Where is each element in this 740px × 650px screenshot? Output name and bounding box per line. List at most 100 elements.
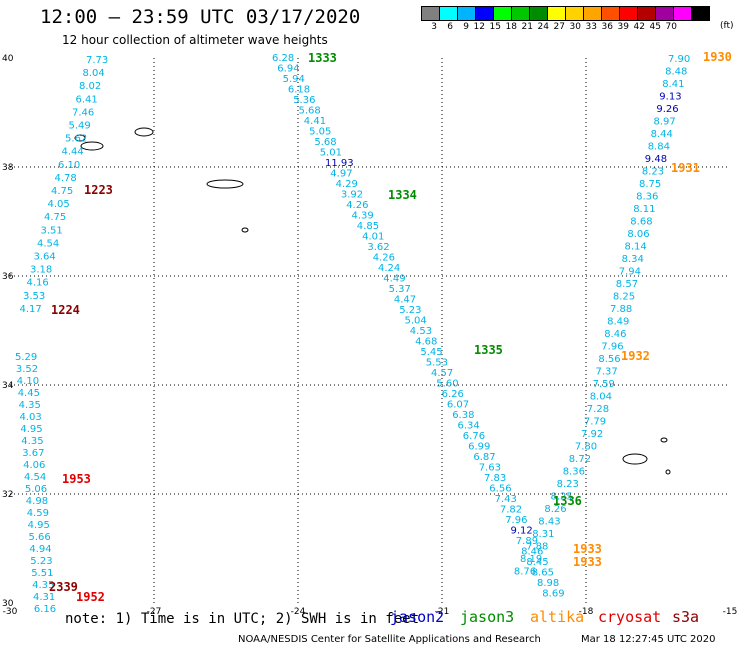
wave-height-value: 7.59: [593, 379, 615, 390]
legend-label: 12: [473, 22, 485, 32]
wave-height-value: 5.04: [405, 316, 427, 327]
wave-height-value: 3.62: [367, 242, 389, 253]
wave-height-value: 8.98: [537, 578, 559, 589]
wave-height-value: 8.23: [557, 479, 579, 490]
wave-height-value: 5.94: [283, 74, 305, 85]
wave-height-value: 9.12: [511, 526, 533, 537]
wave-height-value: 4.26: [346, 200, 368, 211]
track-pass-label: 1333: [308, 51, 337, 65]
track-pass-label: 1335: [474, 343, 503, 357]
page-subtitle: 12 hour collection of altimeter wave hei…: [62, 33, 328, 47]
wave-height-value: 8.11: [633, 204, 655, 215]
wave-height-value: 7.92: [581, 429, 603, 440]
track-pass-label: 1952: [76, 590, 105, 604]
wave-height-value: 8.31: [532, 529, 554, 540]
wave-height-value: 6.26: [442, 389, 464, 400]
wave-height-value: 4.54: [37, 238, 59, 249]
lat-tick-label: 34: [2, 381, 14, 391]
legend-label: 9: [463, 22, 469, 32]
wave-height-value: 9.13: [659, 92, 681, 103]
wave-height-value: 6.28: [272, 53, 294, 64]
wave-height-value: 6.07: [447, 400, 469, 411]
lon-tick-label: -18: [579, 607, 594, 617]
wave-height-value: 7.88: [526, 542, 548, 553]
legend-label: 39: [617, 22, 629, 32]
wave-height-value: 6.34: [458, 421, 480, 432]
wave-height-value: 4.95: [20, 424, 42, 435]
wave-height-value: 3.51: [41, 225, 63, 236]
wave-height-value: 6.10: [58, 160, 80, 171]
wave-height-value: 8.48: [665, 67, 687, 78]
wave-height-value: 3.53: [23, 291, 45, 302]
wave-height-value: 5.37: [389, 284, 411, 295]
wave-height-value: 7.88: [610, 304, 632, 315]
lon-tick-label: -21: [435, 607, 450, 617]
wave-height-value: 4.01: [362, 232, 384, 243]
wave-height-value: 6.18: [288, 85, 310, 96]
wave-height-value: 8.23: [642, 167, 664, 178]
wave-height-value: 7.79: [584, 417, 606, 428]
wave-height-value: 5.60: [436, 379, 458, 390]
wave-height-value: 6.99: [468, 442, 490, 453]
wave-height-value: 4.41: [304, 116, 326, 127]
wave-height-value: 4.45: [18, 388, 40, 399]
wave-height-value: 6.38: [452, 410, 474, 421]
wave-height-value: 5.29: [15, 352, 37, 363]
wave-height-value: 4.59: [27, 508, 49, 519]
wave-height-value: 3.92: [341, 190, 363, 201]
wave-height-value: 8.04: [590, 392, 612, 403]
wave-height-value: 8.46: [604, 329, 626, 340]
wave-height-value: 8.25: [551, 492, 573, 503]
footer-note: note: 1) Time is in UTC; 2) SWH is in fe…: [65, 611, 420, 627]
wave-height-value: 8.49: [607, 317, 629, 328]
island-outline: [206, 179, 244, 189]
wave-height-value: 8.44: [651, 129, 673, 140]
legend-label: 36: [601, 22, 613, 32]
lon-tick-label: -27: [147, 607, 162, 617]
island-outline: [74, 134, 86, 142]
wave-height-value: 8.02: [79, 81, 101, 92]
wave-height-value: 4.26: [373, 253, 395, 264]
wave-height-value: 8.43: [538, 517, 560, 528]
wave-height-value: 4.24: [378, 263, 400, 274]
wave-height-value: 5.01: [320, 148, 342, 159]
legend-label: 18: [505, 22, 517, 32]
wave-height-value: 4.10: [17, 376, 39, 387]
wave-height-value: 5.62: [65, 134, 87, 145]
legend-label: 33: [585, 22, 597, 32]
wave-height-value: 4.47: [394, 295, 416, 306]
wave-height-value: 4.94: [29, 544, 51, 555]
wave-height-value: 8.26: [544, 504, 566, 515]
wave-height-value: 5.49: [69, 121, 91, 132]
satellite-legend-jason2: jason2: [390, 608, 445, 626]
wave-height-value: 4.78: [55, 173, 77, 184]
wave-height-value: 4.57: [431, 368, 453, 379]
wave-height-value: 7.83: [484, 473, 506, 484]
wave-height-value: 4.03: [20, 412, 42, 423]
generated-time: Mar 18 12:27:45 UTC 2020: [581, 634, 716, 645]
wave-height-value: 4.05: [48, 199, 70, 210]
wave-height-value: 4.53: [410, 326, 432, 337]
color-scale-unit: (ft): [720, 21, 734, 31]
wave-height-value: 4.39: [352, 211, 374, 222]
wave-height-value: 8.97: [654, 117, 676, 128]
lat-tick-label: 38: [2, 163, 14, 173]
wave-height-value: 4.29: [336, 179, 358, 190]
wave-height-value: 11.93: [325, 158, 354, 169]
wave-height-value: 4.75: [51, 186, 73, 197]
wave-height-value: 5.45: [420, 347, 442, 358]
track-pass-label: 1224: [51, 303, 80, 317]
wave-height-value: 7.94: [619, 267, 641, 278]
satellite-legend-s3a: s3a: [672, 608, 700, 626]
wave-height-value: 5.23: [399, 305, 421, 316]
wave-height-value: 8.36: [563, 467, 585, 478]
wave-height-value: 4.06: [23, 460, 45, 471]
legend-label: 24: [537, 22, 549, 32]
wave-height-value: 8.57: [616, 279, 638, 290]
wave-height-value: 8.19: [520, 554, 542, 565]
wave-height-value: 8.14: [625, 242, 647, 253]
wave-height-value: 5.23: [30, 556, 52, 567]
wave-height-value: 6.56: [489, 484, 511, 495]
legend-label: 3: [431, 22, 437, 32]
